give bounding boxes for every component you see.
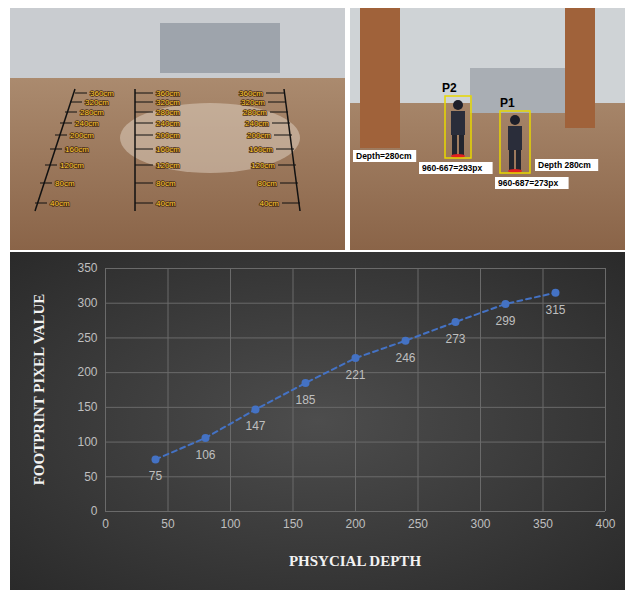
svg-text:Depth 280cm: Depth 280cm bbox=[538, 160, 591, 170]
svg-text:300: 300 bbox=[470, 517, 490, 531]
svg-text:250: 250 bbox=[408, 517, 428, 531]
svg-text:PHSYCIAL DEPTH: PHSYCIAL DEPTH bbox=[289, 553, 421, 569]
svg-text:P1: P1 bbox=[500, 96, 515, 110]
svg-text:350: 350 bbox=[533, 517, 553, 531]
svg-text:240cm: 240cm bbox=[75, 119, 99, 128]
svg-text:960-667=293px: 960-667=293px bbox=[422, 163, 483, 173]
svg-text:150: 150 bbox=[283, 517, 303, 531]
svg-text:Depth=280cm: Depth=280cm bbox=[356, 151, 412, 161]
svg-text:80cm: 80cm bbox=[257, 179, 277, 188]
svg-text:80cm: 80cm bbox=[156, 179, 176, 188]
svg-text:80cm: 80cm bbox=[55, 179, 75, 188]
svg-text:100: 100 bbox=[220, 517, 240, 531]
svg-text:320cm: 320cm bbox=[85, 98, 109, 107]
svg-text:120cm: 120cm bbox=[60, 161, 84, 170]
svg-text:100: 100 bbox=[77, 435, 97, 449]
svg-text:120cm: 120cm bbox=[156, 161, 180, 170]
svg-text:200cm: 200cm bbox=[70, 131, 94, 140]
svg-text:300: 300 bbox=[77, 296, 97, 310]
svg-text:185: 185 bbox=[295, 393, 315, 407]
svg-text:246: 246 bbox=[395, 351, 415, 365]
svg-text:40cm: 40cm bbox=[156, 199, 176, 208]
svg-text:250: 250 bbox=[77, 331, 97, 345]
svg-text:315: 315 bbox=[545, 303, 565, 317]
svg-text:200cm: 200cm bbox=[156, 131, 180, 140]
svg-text:75: 75 bbox=[149, 469, 163, 483]
svg-text:160cm: 160cm bbox=[156, 145, 180, 154]
svg-text:221: 221 bbox=[345, 368, 365, 382]
svg-text:P2: P2 bbox=[442, 81, 457, 95]
svg-text:960-687=273px: 960-687=273px bbox=[498, 178, 559, 188]
svg-text:0: 0 bbox=[91, 504, 98, 518]
svg-text:299: 299 bbox=[495, 314, 515, 328]
svg-text:360cm: 360cm bbox=[156, 89, 180, 98]
svg-text:240cm: 240cm bbox=[245, 119, 269, 128]
svg-text:0: 0 bbox=[102, 517, 109, 531]
svg-text:273: 273 bbox=[445, 332, 465, 346]
svg-text:320cm: 320cm bbox=[241, 98, 265, 107]
svg-text:200: 200 bbox=[345, 517, 365, 531]
svg-text:106: 106 bbox=[195, 448, 215, 462]
svg-text:40cm: 40cm bbox=[259, 199, 279, 208]
svg-text:240cm: 240cm bbox=[156, 119, 180, 128]
svg-text:50: 50 bbox=[161, 517, 175, 531]
svg-text:160cm: 160cm bbox=[65, 145, 89, 154]
svg-text:400: 400 bbox=[595, 517, 615, 531]
svg-text:50: 50 bbox=[84, 470, 98, 484]
svg-text:280cm: 280cm bbox=[80, 108, 104, 117]
svg-text:280cm: 280cm bbox=[156, 108, 180, 117]
svg-text:360cm: 360cm bbox=[239, 89, 263, 98]
svg-text:320cm: 320cm bbox=[156, 98, 180, 107]
svg-text:120cm: 120cm bbox=[251, 161, 275, 170]
svg-text:160cm: 160cm bbox=[249, 145, 273, 154]
svg-text:200cm: 200cm bbox=[247, 131, 271, 140]
svg-text:350: 350 bbox=[77, 261, 97, 275]
svg-text:40cm: 40cm bbox=[50, 199, 70, 208]
svg-text:150: 150 bbox=[77, 400, 97, 414]
svg-text:147: 147 bbox=[245, 419, 265, 433]
svg-text:FOOTPRINT PIXEL VALUE: FOOTPRINT PIXEL VALUE bbox=[31, 294, 47, 486]
svg-text:200: 200 bbox=[77, 365, 97, 379]
svg-text:280cm: 280cm bbox=[243, 108, 267, 117]
svg-text:360cm: 360cm bbox=[90, 89, 114, 98]
